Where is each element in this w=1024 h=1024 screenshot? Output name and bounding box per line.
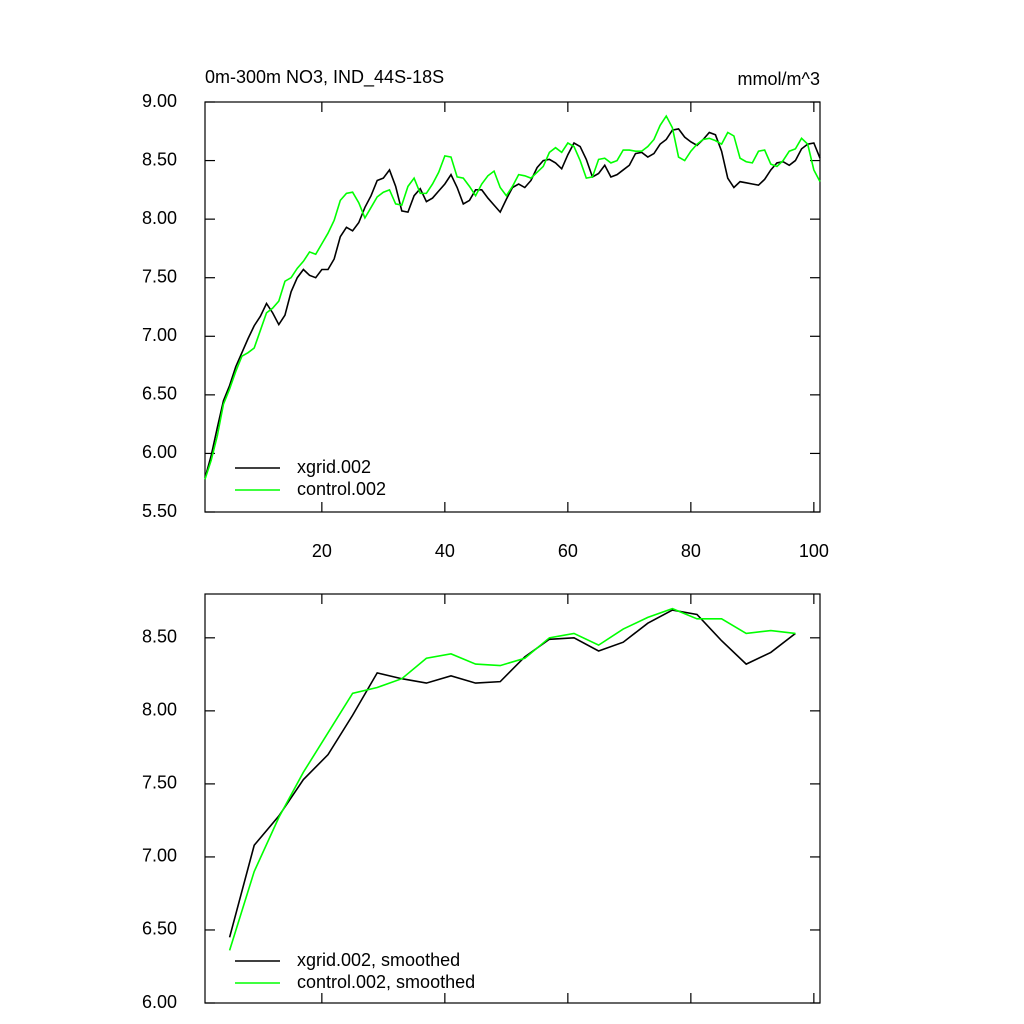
y-tick-label: 6.50 bbox=[142, 384, 177, 404]
x-tick-label: 80 bbox=[681, 541, 701, 561]
x-tick-label: 20 bbox=[312, 541, 332, 561]
chart-title: 0m-300m NO3, IND_44S-18S bbox=[205, 67, 444, 88]
y-tick-label: 9.00 bbox=[142, 91, 177, 111]
y-tick-label: 8.00 bbox=[142, 700, 177, 720]
y-tick-label: 7.00 bbox=[142, 325, 177, 345]
y-tick-label: 7.50 bbox=[142, 773, 177, 793]
units-label: mmol/m^3 bbox=[738, 69, 820, 89]
x-tick-label: 40 bbox=[435, 541, 455, 561]
y-tick-label: 8.00 bbox=[142, 208, 177, 228]
legend-label: xgrid.002 bbox=[297, 457, 371, 477]
plot-frame bbox=[204, 101, 821, 513]
plot-frame bbox=[204, 593, 821, 1004]
data-line bbox=[204, 128, 821, 479]
legend-label: control.002, smoothed bbox=[297, 972, 475, 992]
y-tick-label: 7.50 bbox=[142, 266, 177, 286]
x-tick-label: 100 bbox=[799, 541, 829, 561]
x-tick-label: 60 bbox=[558, 541, 578, 561]
data-line bbox=[228, 609, 796, 938]
data-line bbox=[204, 114, 821, 480]
data-line bbox=[228, 607, 796, 951]
y-tick-label: 8.50 bbox=[142, 149, 177, 169]
y-tick-label: 8.50 bbox=[142, 627, 177, 647]
y-tick-label: 5.50 bbox=[142, 501, 177, 521]
y-tick-label: 6.00 bbox=[142, 442, 177, 462]
legend-label: xgrid.002, smoothed bbox=[297, 950, 460, 970]
y-tick-label: 6.50 bbox=[142, 919, 177, 939]
y-tick-label: 6.00 bbox=[142, 992, 177, 1012]
legend-label: control.002 bbox=[297, 479, 386, 499]
y-tick-label: 7.00 bbox=[142, 846, 177, 866]
